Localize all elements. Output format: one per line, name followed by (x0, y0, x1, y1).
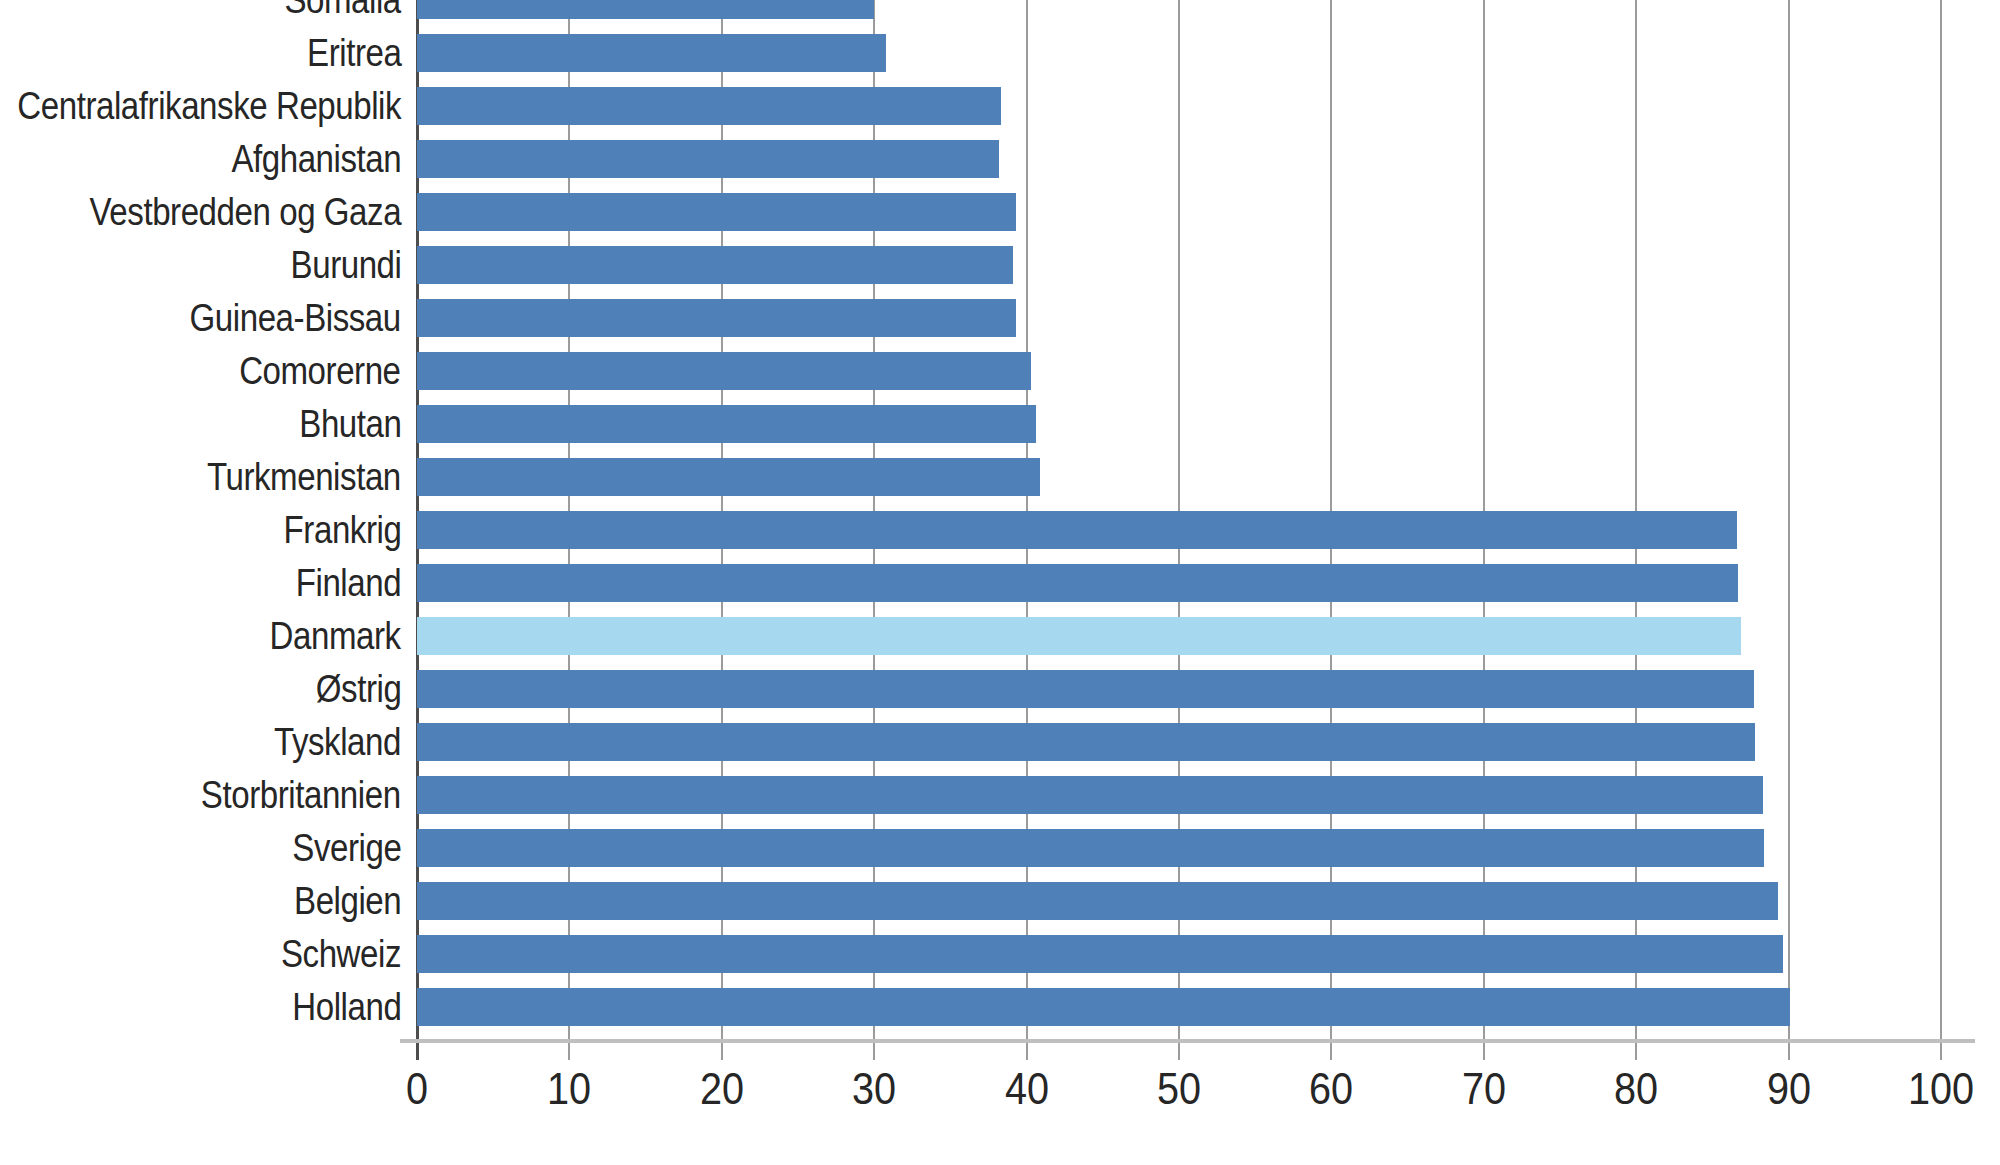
bar-highlighted (417, 617, 1741, 655)
bar-chart: 0 10 20 30 40 50 60 70 80 90 100 Somalia Eritrea Cent… (0, 0, 2000, 1165)
category-label: Frankrig (283, 511, 401, 549)
bar (417, 564, 1738, 602)
category-label: Eritrea (307, 34, 401, 72)
bar (417, 299, 1016, 337)
bar (417, 140, 999, 178)
category-label: Danmark (270, 617, 401, 655)
bar (417, 405, 1036, 443)
x-tick-label: 30 (811, 1064, 937, 1114)
bar (417, 34, 886, 72)
gridline (1788, 0, 1790, 1060)
x-tick-label: 80 (1573, 1064, 1699, 1114)
category-label: Bhutan (299, 405, 401, 443)
x-tick-label: 100 (1878, 1064, 2000, 1114)
category-label: Holland (292, 988, 401, 1026)
category-label: Guinea-Bissau (190, 299, 401, 337)
category-label: Burundi (290, 246, 401, 284)
bar (417, 670, 1754, 708)
x-tick-label: 70 (1421, 1064, 1547, 1114)
x-tick-label: 40 (964, 1064, 1090, 1114)
category-label: Somalia (285, 0, 401, 19)
bar (417, 829, 1764, 867)
bar (417, 87, 1001, 125)
category-label: Tyskland (274, 723, 401, 761)
category-label: Storbritannien (201, 776, 401, 814)
bar (417, 0, 874, 19)
bar (417, 458, 1040, 496)
category-label: Schweiz (281, 935, 401, 973)
bar (417, 882, 1778, 920)
bar (417, 776, 1763, 814)
bar (417, 193, 1016, 231)
bar (417, 988, 1790, 1026)
category-label: Turkmenistan (207, 458, 401, 496)
x-tick-label: 50 (1116, 1064, 1242, 1114)
x-tick-label: 20 (659, 1064, 785, 1114)
gridline (1940, 0, 1942, 1060)
category-label: Centralafrikanske Republik (17, 87, 401, 125)
category-label: Comorerne (240, 352, 401, 390)
x-tick-label: 10 (506, 1064, 632, 1114)
category-label: Østrig (315, 670, 401, 708)
category-label: Vestbredden og Gaza (89, 193, 401, 231)
x-axis-line (400, 1039, 1975, 1043)
category-label: Belgien (294, 882, 401, 920)
category-label: Finland (296, 564, 401, 602)
x-tick-label: 0 (354, 1064, 480, 1114)
category-label: Sverige (292, 829, 401, 867)
bar (417, 352, 1031, 390)
x-tick-label: 60 (1268, 1064, 1394, 1114)
x-tick-label: 90 (1726, 1064, 1852, 1114)
category-label: Afghanistan (231, 140, 401, 178)
bar (417, 511, 1737, 549)
bar (417, 246, 1013, 284)
bar (417, 723, 1755, 761)
bar (417, 935, 1783, 973)
